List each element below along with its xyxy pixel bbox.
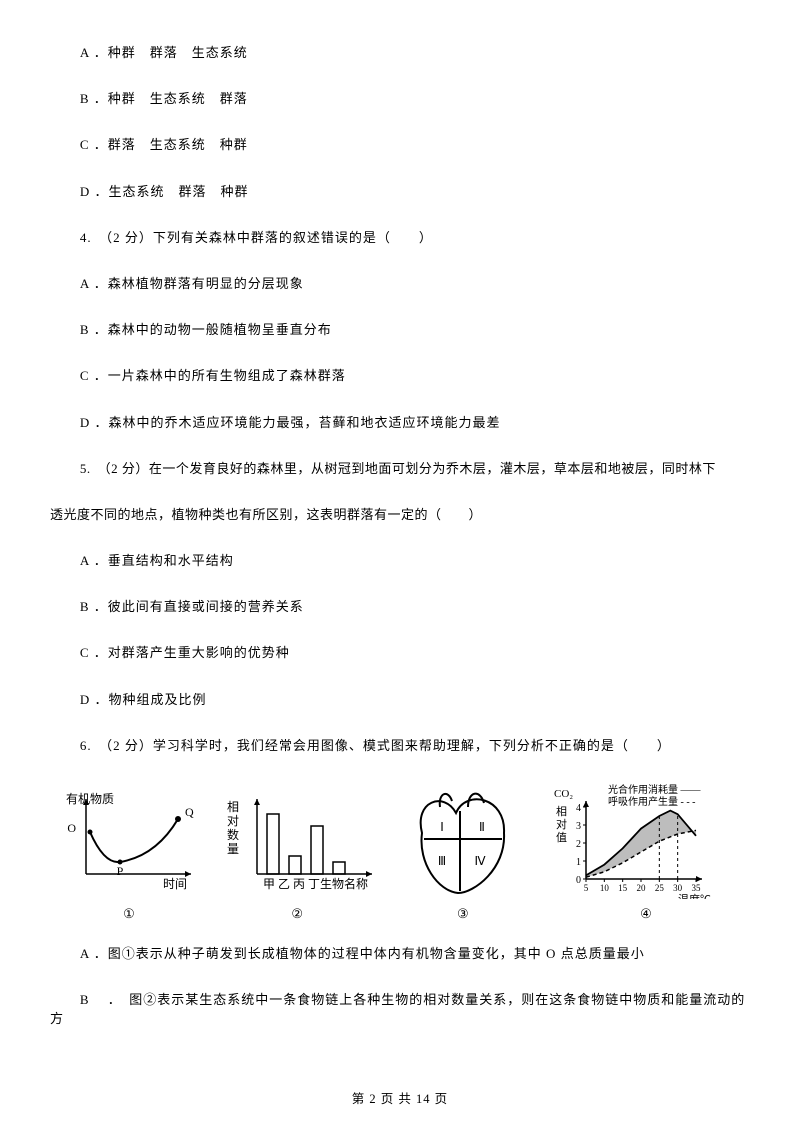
svg-text:呼吸作用产生量 - - -: 呼吸作用产生量 - - - — [608, 795, 696, 808]
q5-stem-line2: 透光度不同的地点，植物种类也有所区别，这表明群落有一定的（ ） — [50, 492, 750, 538]
svg-text:O: O — [67, 821, 76, 835]
figure-4-number: ④ — [640, 899, 652, 923]
q4-stem: 4. （2 分）下列有关森林中群落的叙述错误的是（ ） — [50, 215, 750, 261]
svg-text:数: 数 — [227, 827, 239, 842]
svg-text:对: 对 — [227, 814, 239, 828]
figure-1-svg: O P Q 有机物质时间 — [54, 779, 204, 899]
figure-4-svg: 0 1 2 3 4 5 10 15 20 25 30 35 CO₂ 相对值温度℃ 光合作用消耗量 ——呼吸作… — [546, 779, 746, 899]
svg-text:光合作用消耗量 ——: 光合作用消耗量 —— — [608, 783, 701, 796]
page: A ．种群 群落 生态系统 B ．种群 生态系统 群落 C ．群落 生态系统 种… — [0, 0, 800, 1132]
svg-text:10: 10 — [600, 883, 610, 893]
svg-text:相: 相 — [227, 800, 239, 814]
svg-text:15: 15 — [618, 883, 628, 893]
option-a: A ．种群 群落 生态系统 — [50, 30, 750, 76]
svg-text:值: 值 — [556, 831, 567, 844]
svg-text:有机物质: 有机物质 — [66, 792, 114, 806]
svg-text:Ⅱ: Ⅱ — [479, 820, 485, 834]
svg-text:温度℃: 温度℃ — [678, 892, 711, 899]
q4-c: C ．一片森林中的所有生物组成了森林群落 — [50, 353, 750, 399]
svg-text:25: 25 — [655, 883, 665, 893]
svg-text:35: 35 — [691, 883, 701, 893]
svg-text:4: 4 — [576, 803, 581, 814]
figure-1-number: ① — [123, 899, 135, 923]
svg-text:相: 相 — [556, 805, 567, 818]
option-d: D ．生态系统 群落 种群 — [50, 169, 750, 215]
figure-2-number: ② — [291, 899, 303, 923]
q5-b: B ．彼此间有直接或间接的营养关系 — [50, 584, 750, 630]
svg-text:2: 2 — [576, 839, 581, 850]
figure-3-svg: Ⅰ Ⅱ Ⅲ Ⅳ — [390, 779, 535, 899]
svg-text:CO₂: CO₂ — [554, 788, 573, 800]
svg-text:0: 0 — [576, 875, 581, 886]
q5-d: D ．物种组成及比例 — [50, 677, 750, 723]
q5-a: A ．垂直结构和水平结构 — [50, 538, 750, 584]
figure-4: 0 1 2 3 4 5 10 15 20 25 30 35 CO₂ 相对值温度℃ 光合作用消耗量 ——呼吸作… — [546, 779, 746, 923]
svg-text:P: P — [117, 864, 124, 878]
svg-text:对: 对 — [556, 817, 567, 831]
page-footer: 第 2 页 共 14 页 — [0, 1091, 800, 1109]
figure-3: Ⅰ Ⅱ Ⅲ Ⅳ ③ — [390, 779, 535, 923]
q6-a: A ．图①表示从种子萌发到长成植物体的过程中体内有机物含量变化，其中 O 点总质… — [50, 925, 750, 977]
figures-row: OPQ有机物质时间 ① 相对数量甲 乙 丙 丁生物名称 ② ⅠⅡⅢⅣ ③ 012… — [50, 769, 750, 925]
figure-1: O P Q 有机物质时间 ① — [54, 779, 204, 923]
svg-text:量: 量 — [227, 842, 239, 856]
option-b: B ．种群 生态系统 群落 — [50, 76, 750, 122]
svg-text:Q: Q — [185, 805, 194, 819]
svg-text:时间: 时间 — [163, 877, 187, 891]
q4-b: B ．森林中的动物一般随植物呈垂直分布 — [50, 307, 750, 353]
figure-2-svg: 相对数量甲 乙 丙 丁生物名称 — [215, 779, 380, 899]
option-c: C ．群落 生态系统 种群 — [50, 122, 750, 168]
svg-text:3: 3 — [576, 821, 581, 832]
svg-text:Ⅰ: Ⅰ — [441, 820, 445, 834]
svg-text:20: 20 — [636, 883, 646, 893]
figure-3-number: ③ — [457, 899, 469, 923]
q5-c: C ．对群落产生重大影响的优势种 — [50, 630, 750, 676]
svg-text:甲 乙 丙 丁生物名称: 甲 乙 丙 丁生物名称 — [263, 876, 368, 891]
svg-text:5: 5 — [584, 883, 589, 893]
svg-text:Ⅳ: Ⅳ — [475, 854, 486, 868]
svg-text:Ⅲ: Ⅲ — [438, 854, 446, 868]
q6-stem: 6. （2 分）学习科学时，我们经常会用图像、模式图来帮助理解，下列分析不正确的… — [50, 723, 750, 769]
q4-d: D ．森林中的乔木适应环境能力最强，苔藓和地衣适应环境能力最差 — [50, 400, 750, 446]
figure-2: 相对数量甲 乙 丙 丁生物名称 ② — [215, 779, 380, 923]
svg-text:1: 1 — [576, 857, 581, 868]
q4-a: A ．森林植物群落有明显的分层现象 — [50, 261, 750, 307]
svg-text:30: 30 — [673, 883, 683, 893]
q6-b: B ． 图②表示某生态系统中一条食物链上各种生物的相对数量关系，则在这条食物链中… — [50, 977, 750, 1041]
q5-stem-line1: 5. （2 分）在一个发育良好的森林里，从树冠到地面可划分为乔木层，灌木层，草本… — [50, 446, 750, 492]
